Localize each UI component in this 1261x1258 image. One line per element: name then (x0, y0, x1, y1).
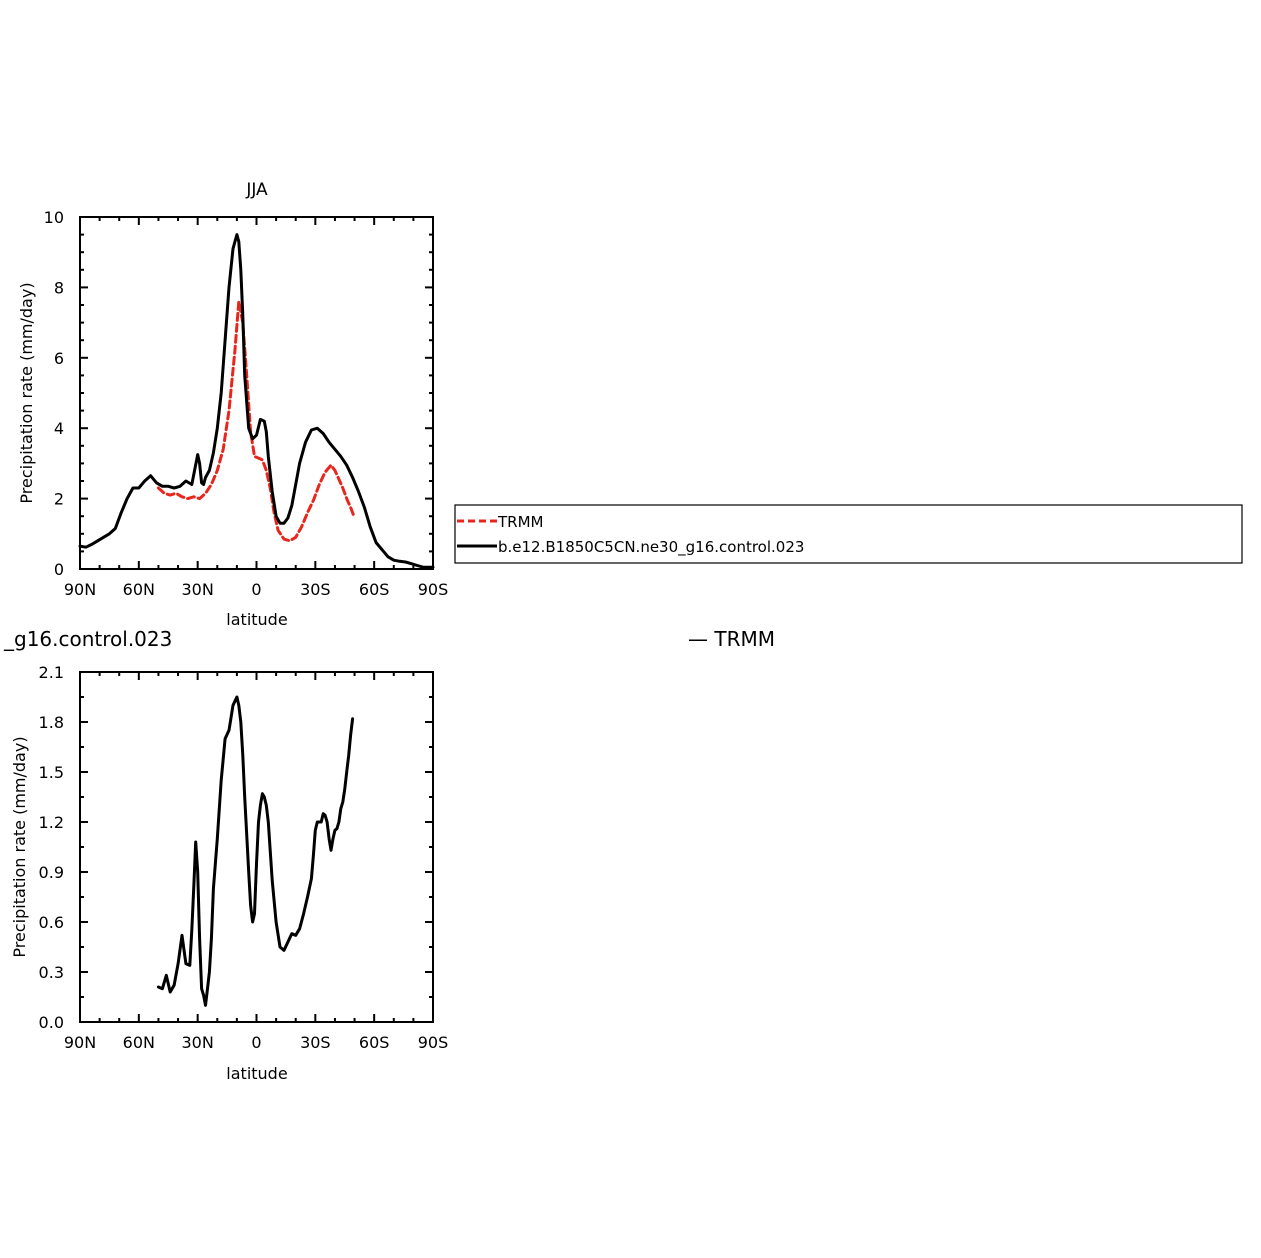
series-line-panel1-0 (156, 695, 355, 1007)
bottom-panel-x-tick-labels: 90N 60N 30N 0 30S 60S 90S (64, 1033, 448, 1052)
x-tick-label: 90N (64, 1033, 96, 1052)
y-tick-label: 10 (44, 208, 64, 227)
top-panel-y-tick-labels: 0 2 4 6 8 10 (44, 208, 64, 579)
series-line-b-e12-b1850c5cn-ne30-g16-control-023 (78, 233, 435, 569)
legend-box (454, 504, 1243, 564)
x-tick-label: 0 (251, 580, 261, 599)
x-tick-label: 90S (418, 580, 449, 599)
x-tick-label: 60S (359, 580, 390, 599)
bottom-panel-series (156, 695, 355, 1007)
x-tick-label: 30N (182, 580, 214, 599)
top-panel-title: JJA (245, 180, 268, 200)
bottom-panel-title: _g16.control.023 (3, 627, 172, 651)
top-panel-x-tick-labels: 90N 60N 30N 0 30S 60S 90S (64, 580, 448, 599)
y-tick-label: 0.0 (39, 1013, 64, 1032)
y-tick-label: 0.3 (39, 963, 64, 982)
bottom-panel-title-right: — TRMM (688, 627, 775, 651)
bottom-panel-y-axis-label: Precipitation rate (mm/day) (10, 736, 29, 957)
top-panel: JJA 0 2 4 6 8 10 90N 60N 30N 0 30S 60S 90S latitude… (17, 180, 1243, 629)
top-panel-series (78, 233, 435, 569)
x-tick-label: 30S (300, 1033, 331, 1052)
y-tick-label: 1.2 (39, 813, 64, 832)
legend-label-model: b.e12.B1850C5CN.ne30_g16.control.023 (498, 538, 804, 557)
bottom-panel-y-tick-labels: 0.0 0.3 0.6 0.9 1.2 1.5 1.8 2.1 (39, 663, 64, 1032)
top-panel-x-axis-label: latitude (226, 610, 287, 629)
y-tick-label: 0 (54, 560, 64, 579)
x-tick-label: 30S (300, 580, 331, 599)
x-tick-label: 60N (123, 580, 155, 599)
x-tick-label: 90N (64, 580, 96, 599)
y-tick-label: 1.8 (39, 713, 64, 732)
x-tick-label: 90S (418, 1033, 449, 1052)
series-line-trmm (156, 300, 357, 543)
top-panel-plot-frame (79, 216, 434, 570)
bottom-panel: _g16.control.023 — TRMM 0.0 0.3 0.6 0.9 1.2 1… (3, 627, 775, 1083)
top-panel-y-axis-label: Precipitation rate (mm/day) (17, 282, 36, 503)
y-tick-label: 0.9 (39, 863, 64, 882)
x-tick-label: 60S (359, 1033, 390, 1052)
bottom-panel-plot-frame (79, 671, 434, 1023)
y-tick-label: 8 (54, 278, 64, 297)
legend-label-trmm: TRMM (497, 513, 543, 531)
y-tick-label: 0.6 (39, 913, 64, 932)
bottom-panel-x-axis-label: latitude (226, 1064, 287, 1083)
y-tick-label: 6 (54, 349, 64, 368)
top-panel-legend: TRMM b.e12.B1850C5CN.ne30_g16.control.02… (454, 504, 1243, 564)
x-tick-label: 0 (251, 1033, 261, 1052)
x-tick-label: 60N (123, 1033, 155, 1052)
x-tick-label: 30N (182, 1033, 214, 1052)
y-tick-label: 2 (54, 490, 64, 509)
y-tick-label: 4 (54, 419, 64, 438)
top-panel-ticks (79, 216, 434, 570)
y-tick-label: 1.5 (39, 763, 64, 782)
y-tick-label: 2.1 (39, 663, 64, 682)
